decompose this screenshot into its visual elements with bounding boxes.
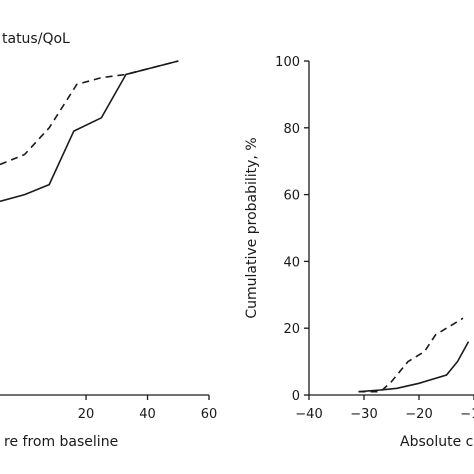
y-tick-label: 0 [292, 389, 300, 404]
x-tick-label: −10 [460, 407, 474, 422]
right-series-group [358, 317, 470, 393]
y-tick-label: 20 [283, 322, 300, 337]
x-tick-label: 20 [78, 407, 95, 422]
right-panel: −40 −30 −20 −10 0 20 40 60 80 100 Absolute c Cum… [244, 55, 474, 450]
solid-series-line [0, 60, 179, 203]
left-x-ticks: 20 40 60 [78, 395, 217, 422]
y-tick-label: 60 [283, 189, 300, 204]
right-y-ticks: 0 20 40 60 80 100 [275, 55, 309, 404]
x-tick-label: 40 [139, 407, 156, 422]
x-tick-label: −30 [350, 407, 377, 422]
left-chart-title: tatus/QoL [2, 31, 70, 47]
right-y-axis-label: Cumulative probability, % [244, 137, 260, 318]
left-panel: tatus/QoL 20 40 60 re from baseline [0, 31, 217, 450]
solid-series-line [358, 341, 470, 393]
right-axes [308, 61, 474, 396]
x-tick-label: −20 [405, 407, 432, 422]
y-tick-label: 40 [283, 255, 300, 270]
y-tick-label: 100 [275, 55, 300, 70]
left-series-group [0, 60, 179, 203]
left-x-axis-label: re from baseline [4, 434, 118, 450]
x-tick-label: −40 [295, 407, 322, 422]
right-x-ticks: −40 −30 −20 −10 [295, 395, 474, 422]
right-x-axis-label: Absolute c [400, 434, 473, 450]
x-tick-label: 60 [201, 407, 218, 422]
dashed-series-line [358, 317, 464, 393]
y-tick-label: 80 [283, 122, 300, 137]
dashed-series-line [0, 60, 179, 166]
